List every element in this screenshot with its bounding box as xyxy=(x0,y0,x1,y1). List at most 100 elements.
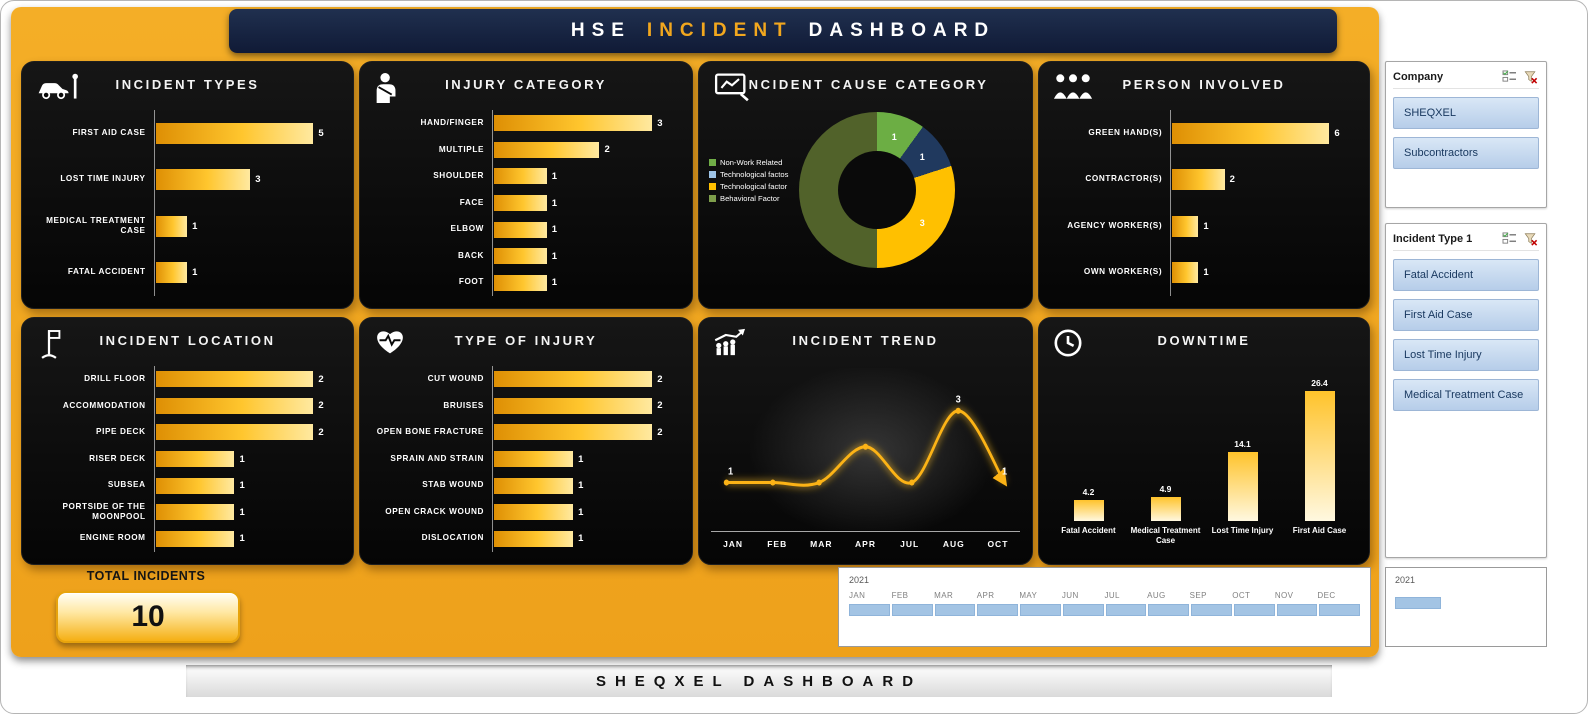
timeline-month-bar[interactable] xyxy=(891,604,933,616)
bar-label: OPEN BONE FRACTURE xyxy=(376,427,484,437)
slicer-item[interactable]: SHEQXEL xyxy=(1393,97,1539,129)
timeline-month-bar[interactable] xyxy=(1191,604,1232,616)
timeline-month-bar[interactable] xyxy=(1020,604,1061,616)
bar-row: ENGINE ROOM 1 xyxy=(30,525,339,553)
bar-track: 1 xyxy=(492,445,678,473)
bar-value: 1 xyxy=(551,197,558,209)
slice-value: 1 xyxy=(919,152,925,163)
bar-label: ACCOMMODATION xyxy=(62,400,146,410)
bar-row: OPEN CRACK WOUND 1 xyxy=(368,498,678,526)
timeline-month-bar[interactable] xyxy=(1148,604,1189,616)
slicer-item[interactable]: Subcontractors xyxy=(1393,137,1539,169)
bar-label: PIPE DECK xyxy=(96,427,146,437)
timeline-panel: 2021 JAN FEB MAR APR MAY JUN JUL AUG SEP OCT NOV DE… xyxy=(838,567,1371,647)
bar-track: 2 xyxy=(1170,156,1355,203)
bar-value: 1 xyxy=(551,250,558,262)
slicer-item[interactable]: Fatal Accident xyxy=(1393,259,1539,291)
bar-track: 1 xyxy=(1170,249,1355,296)
panel-title: PERSON INVOLVED xyxy=(1122,77,1286,92)
timeline-month-bar[interactable] xyxy=(1276,604,1318,616)
legend-item: Technological factor xyxy=(709,182,788,191)
bar-row: MULTIPLE 2 xyxy=(368,136,678,164)
timeline-month-bar[interactable] xyxy=(1319,604,1360,616)
bar-value: 6 xyxy=(1334,127,1340,139)
bar xyxy=(494,451,574,467)
bar-row: OWN WORKER(S) 1 xyxy=(1047,249,1355,296)
mini-timeline-bar[interactable] xyxy=(1395,597,1441,609)
bar-track: 1 xyxy=(492,242,678,270)
bar-label: PORTSIDE OF THE MOONPOOL xyxy=(62,501,146,522)
legend-label: Technological factor xyxy=(720,182,788,191)
bar xyxy=(155,262,188,284)
bar-value: 1 xyxy=(239,533,245,545)
bar-track: 1 xyxy=(153,472,339,499)
trend-month-label: AUG xyxy=(942,539,965,549)
bar-value: 1 xyxy=(239,506,245,518)
bar xyxy=(494,477,574,494)
trend-people-icon xyxy=(713,328,759,364)
bar xyxy=(155,451,235,467)
bar-label: DRILL FLOOR xyxy=(84,373,146,383)
bar-label: First Aid Case xyxy=(1292,526,1347,535)
bar-value: 1 xyxy=(551,170,558,182)
timeline-month-bar[interactable] xyxy=(1062,604,1104,616)
incident-type-slicer-header: Incident Type 1 xyxy=(1393,228,1539,251)
timeline-month-label: APR xyxy=(976,591,995,600)
bar-track: 1 xyxy=(153,525,339,553)
bar-track: 1 xyxy=(153,498,339,526)
slicer-item[interactable]: Lost Time Injury xyxy=(1393,339,1539,371)
bar-column: 4.9 Medical Treatment Case xyxy=(1130,374,1201,556)
bar xyxy=(1172,122,1330,144)
timeline-month-label: AUG xyxy=(1147,591,1166,600)
bar-track: 1 xyxy=(153,203,339,250)
person-involved-chart: GREEN HAND(S) 6 CONTRACTOR(S) 2 AGENCY WORKE… xyxy=(1047,110,1355,296)
bar-value: 2 xyxy=(318,373,324,385)
bar-label: ELBOW xyxy=(450,224,484,234)
people-icon xyxy=(1053,72,1099,108)
bar-row: GREEN HAND(S) 6 xyxy=(1047,110,1355,157)
bar-value: 1 xyxy=(551,224,558,236)
timeline-month-bar[interactable] xyxy=(934,604,976,616)
bar xyxy=(494,195,547,211)
incident-location-chart: DRILL FLOOR 2 ACCOMMODATION 2 PIPE DECK 2 RISE… xyxy=(30,366,339,553)
timeline-month-bar[interactable] xyxy=(1233,604,1275,616)
bar xyxy=(155,397,314,414)
bar-label: BRUISES xyxy=(443,400,484,410)
bar-row: SPRAIN AND STRAIN 1 xyxy=(368,445,678,473)
slicer-item[interactable]: First Aid Case xyxy=(1393,299,1539,331)
panel-downtime: DOWNTIME 4.2 Fatal Accident 4.9 Medical Tre… xyxy=(1038,317,1370,565)
bar-row: LOST TIME INJURY 3 xyxy=(30,156,339,203)
bar xyxy=(155,371,314,388)
bar-row: DISLOCATION 1 xyxy=(368,525,678,553)
timeline-month-label: SEP xyxy=(1189,591,1207,600)
timeline-month-bar[interactable] xyxy=(977,604,1018,616)
multiselect-icon[interactable] xyxy=(1502,231,1518,247)
timeline-months: JAN FEB MAR APR MAY JUN JUL AUG SEP OCT NOV DEC xyxy=(849,591,1360,600)
bar-track: 3 xyxy=(492,110,678,137)
injured-person-icon xyxy=(374,72,420,108)
multiselect-icon[interactable] xyxy=(1502,69,1518,85)
bar-track: 2 xyxy=(492,392,678,420)
donut-hole xyxy=(838,151,916,229)
timeline-month-bar[interactable] xyxy=(1105,604,1147,616)
bar-label: SUBSEA xyxy=(107,480,146,490)
bar-row: PIPE DECK 2 xyxy=(30,419,339,446)
title-part-dashboard: DASHBOARD xyxy=(808,20,996,41)
bar-row: RISER DECK 1 xyxy=(30,445,339,473)
bar-value: 1 xyxy=(239,453,245,465)
clear-filter-icon[interactable] xyxy=(1523,70,1539,85)
timeline-month-bar[interactable] xyxy=(849,604,890,616)
cause-analysis-icon xyxy=(713,72,759,108)
bar-value: 2 xyxy=(318,426,324,438)
company-slicer-header: Company xyxy=(1393,66,1539,89)
panel-title: INCIDENT TREND xyxy=(792,333,939,348)
slicer-item[interactable]: Medical Treatment Case xyxy=(1393,379,1539,411)
bar-track: 2 xyxy=(153,392,339,420)
bar xyxy=(1304,391,1335,521)
bar xyxy=(494,530,574,547)
bar-track: 2 xyxy=(153,419,339,446)
clear-filter-icon[interactable] xyxy=(1523,232,1539,247)
bar-value: 1 xyxy=(239,480,245,492)
incident-type-slicer-items: Fatal Accident First Aid Case Lost Time In… xyxy=(1393,259,1539,411)
panel-title: INCIDENT CAUSE CATEGORY xyxy=(742,77,989,92)
